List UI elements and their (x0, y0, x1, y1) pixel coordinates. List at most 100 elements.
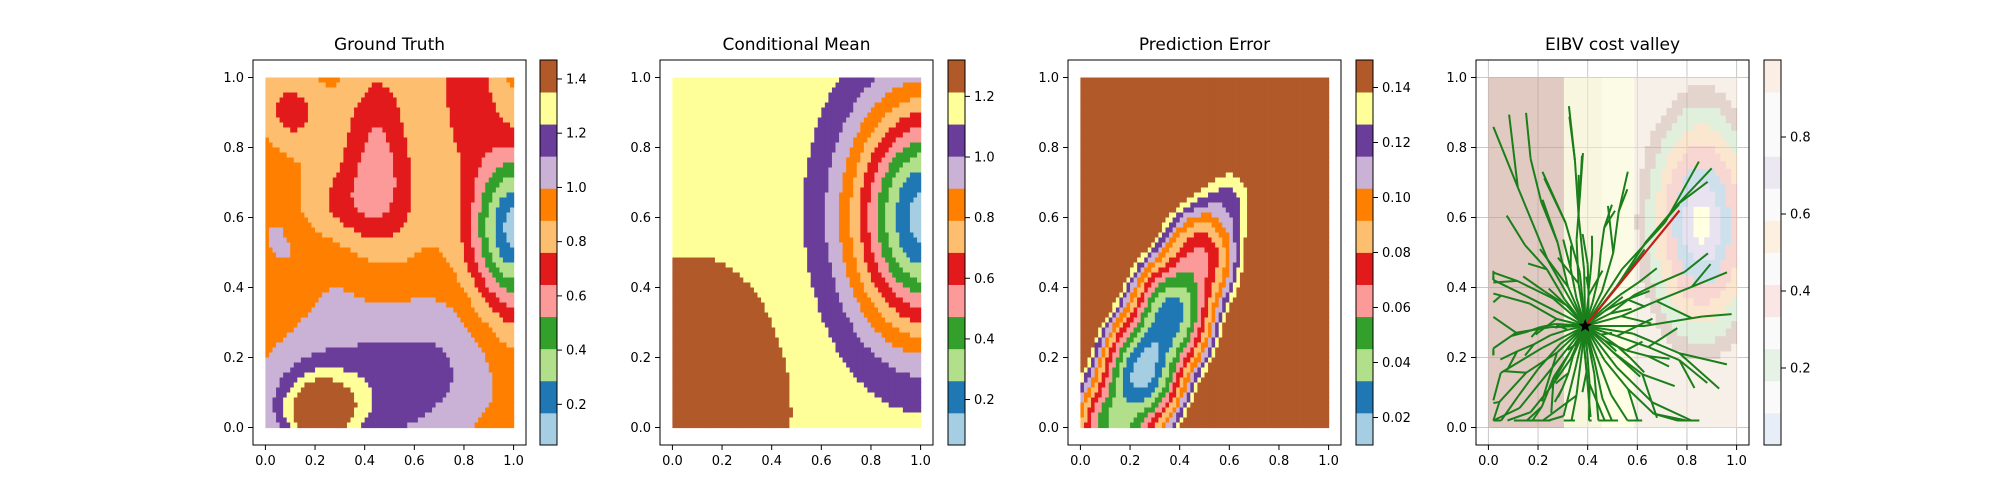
field-cell (506, 347, 511, 354)
field-cell (279, 222, 284, 229)
field-cell (421, 102, 426, 109)
field-cell (315, 187, 320, 194)
field-cell (283, 172, 288, 179)
field-cell (432, 187, 437, 194)
field-cell (495, 422, 501, 429)
field-cell (460, 412, 465, 419)
colorbar-segment (540, 348, 557, 382)
field-cell (304, 317, 309, 324)
field-cell (357, 237, 362, 244)
field-cell (368, 207, 373, 214)
field-cell (453, 182, 458, 189)
field-cell (467, 82, 472, 89)
field-cell (290, 387, 295, 394)
field-cell (371, 92, 376, 99)
field-cell (446, 332, 451, 339)
field-cell (385, 267, 391, 274)
field-cell (307, 417, 313, 424)
field-cell (442, 122, 447, 129)
field-cell (456, 382, 462, 389)
field-cell (336, 97, 341, 104)
field-cell (421, 337, 426, 344)
field-cell (343, 407, 348, 414)
field-cell (307, 352, 313, 359)
field-cell (300, 417, 306, 424)
field-cell (336, 382, 341, 389)
field-cell (456, 417, 462, 424)
field-cell (463, 192, 469, 199)
field-cell (428, 407, 433, 414)
field-cell (510, 312, 515, 319)
field-cell (506, 197, 511, 204)
field-cell (432, 82, 437, 89)
field-cell (407, 152, 412, 159)
field-cell (329, 377, 334, 384)
field-cell (311, 347, 316, 354)
field-cell (276, 177, 281, 184)
field-cell (400, 327, 405, 334)
field-cell (502, 207, 508, 214)
field-cell (279, 202, 284, 209)
field-cell (481, 347, 486, 354)
field-cell (499, 417, 504, 424)
field-cell (304, 222, 309, 229)
field-cell (346, 267, 352, 274)
field-cell (417, 367, 423, 374)
field-cell (467, 112, 472, 119)
field-cell (368, 247, 373, 254)
field-cell (510, 102, 515, 109)
field-cell (400, 122, 405, 129)
field-cell (428, 292, 433, 299)
field-cell (471, 342, 476, 349)
field-cell (453, 207, 458, 214)
field-cell (375, 267, 380, 274)
field-cell (361, 82, 366, 89)
field-cell (361, 257, 366, 264)
field-cell (485, 357, 490, 364)
field-cell (403, 142, 408, 149)
field-cell (368, 402, 373, 409)
field-cell (318, 142, 323, 149)
field-cell (410, 387, 415, 394)
field-cell (414, 152, 419, 159)
field-cell (332, 407, 337, 414)
field-cell (346, 392, 352, 399)
field-cell (417, 377, 423, 384)
field-cell (343, 77, 348, 84)
field-cell (478, 252, 483, 259)
field-cell (424, 312, 430, 319)
field-cell (492, 162, 497, 169)
field-cell (336, 202, 341, 209)
field-cell (502, 412, 508, 419)
field-cell (297, 242, 302, 249)
field-cell (343, 97, 348, 104)
field-cell (410, 147, 415, 154)
field-cell (283, 97, 288, 104)
field-cell (307, 257, 313, 264)
field-cell (396, 302, 401, 309)
field-cell (385, 227, 391, 234)
colorbar-tick-label: 0.4 (566, 344, 587, 359)
field-cell (315, 342, 320, 349)
field-cell (510, 327, 515, 334)
field-cell (432, 392, 437, 399)
field-cell (435, 217, 440, 224)
field-cell (446, 307, 451, 314)
field-cell (329, 192, 334, 199)
field-cell (492, 252, 497, 259)
field-cell (460, 227, 465, 234)
field-cell (297, 367, 302, 374)
field-cell (478, 337, 483, 344)
field-cell (449, 327, 454, 334)
field-cell (471, 287, 476, 294)
field-cell (439, 417, 444, 424)
field-cell (375, 327, 380, 334)
field-cell (414, 317, 419, 324)
field-cell (300, 82, 306, 89)
field-cell (495, 122, 501, 129)
field-cell (382, 317, 387, 324)
field-cell (453, 147, 458, 154)
field-cell (279, 172, 284, 179)
field-cell (442, 247, 447, 254)
field-cell (456, 312, 462, 319)
